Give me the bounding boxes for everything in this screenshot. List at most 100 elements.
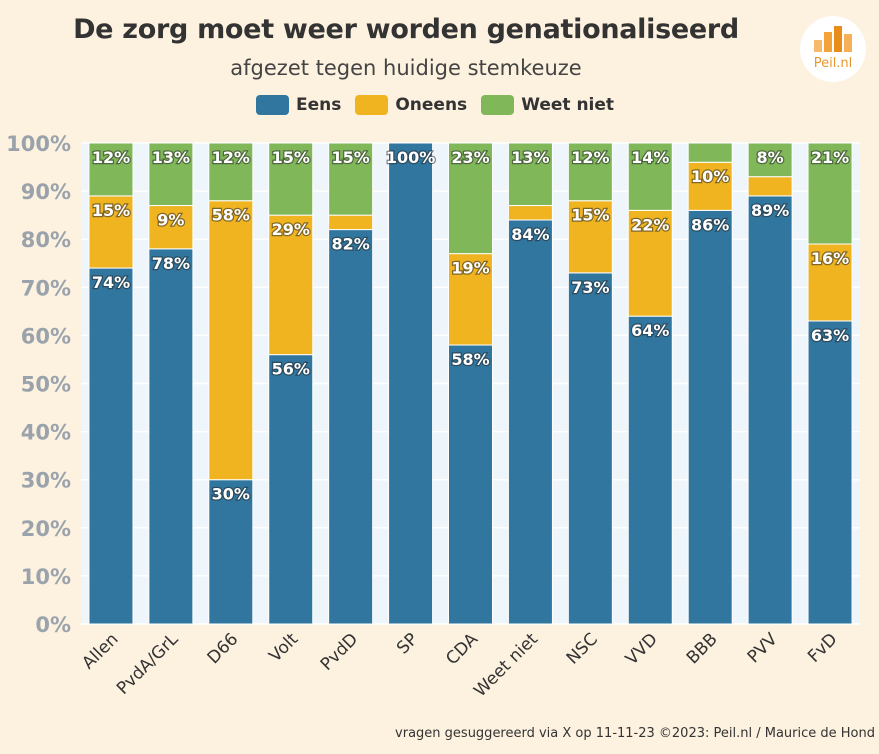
logo-text: Peil.nl bbox=[813, 56, 853, 71]
legend-item-oneens: Oneens bbox=[355, 95, 467, 115]
x-tick-label: CDA bbox=[442, 629, 482, 669]
bar-segment-oneens bbox=[807, 243, 853, 322]
bar-segment-eens bbox=[507, 219, 553, 625]
bar-segment-eens bbox=[448, 344, 493, 625]
bar-segment-oneens bbox=[448, 253, 493, 346]
data-label-eens: 89% bbox=[751, 201, 789, 220]
legend-item-weet-niet: Weet niet bbox=[481, 95, 614, 115]
bar-segment-weet-niet bbox=[328, 142, 374, 216]
data-label-weet-niet: 21% bbox=[811, 148, 849, 167]
data-label-oneens: 16% bbox=[811, 249, 849, 268]
bar-segment-oneens bbox=[328, 214, 374, 231]
legend-label-oneens: Oneens bbox=[395, 95, 468, 115]
data-label-weet-niet: 13% bbox=[152, 148, 190, 167]
data-label-oneens: 10% bbox=[691, 167, 729, 186]
bar-segment-weet-niet bbox=[627, 142, 673, 211]
bar-segment-eens bbox=[807, 320, 853, 625]
data-label-eens: 30% bbox=[212, 485, 250, 504]
x-tick-label: SP bbox=[393, 629, 422, 658]
bar-segment-eens bbox=[88, 267, 134, 625]
x-tick-label: PvdA/GrL bbox=[113, 629, 183, 699]
y-tick-label: 100% bbox=[6, 132, 71, 156]
y-tick-label: 70% bbox=[21, 276, 71, 300]
bar-segment-weet-niet bbox=[448, 142, 493, 255]
bar-segment-eens bbox=[747, 195, 793, 625]
y-tick-label: 80% bbox=[21, 228, 71, 252]
bar-segment-weet-niet bbox=[208, 142, 254, 202]
bar-segment-eens bbox=[268, 354, 314, 625]
bar-segment-weet-niet bbox=[88, 142, 134, 197]
x-tick-label: BBB bbox=[683, 629, 722, 668]
data-label-eens: 73% bbox=[571, 278, 609, 297]
data-label-weet-niet: 12% bbox=[212, 148, 250, 167]
legend-label-eens: Eens bbox=[295, 95, 342, 115]
x-tick-label: PVV bbox=[744, 629, 782, 667]
bar-segment-oneens bbox=[88, 195, 134, 269]
data-label-eens: 100% bbox=[386, 148, 435, 167]
x-tick-label: PvdD bbox=[317, 629, 362, 674]
y-tick-label: 50% bbox=[21, 373, 71, 397]
y-tick-label: 0% bbox=[35, 613, 71, 637]
y-tick-label: 10% bbox=[21, 565, 71, 589]
data-label-eens: 64% bbox=[631, 321, 669, 340]
data-label-eens: 84% bbox=[511, 225, 549, 244]
bar-segment-eens bbox=[208, 479, 254, 625]
data-label-weet-niet: 13% bbox=[511, 148, 549, 167]
bar-segment-weet-niet bbox=[507, 142, 553, 207]
legend-item-eens: Eens bbox=[255, 95, 342, 115]
x-tick-label: Allen bbox=[78, 629, 122, 673]
chart-title: De zorg moet weer worden genationaliseer… bbox=[73, 14, 739, 45]
x-tick-label: VVD bbox=[622, 629, 662, 669]
y-tick-label: 90% bbox=[21, 180, 71, 204]
legend-swatch-weet-niet bbox=[481, 95, 515, 115]
bar-segment-weet-niet bbox=[567, 142, 613, 202]
data-label-oneens: 9% bbox=[157, 211, 184, 230]
x-tick-label: D66 bbox=[204, 629, 243, 668]
bar-segment-eens bbox=[627, 315, 673, 625]
logo-bar-icon bbox=[824, 32, 832, 52]
x-tick-label: Weet niet bbox=[470, 629, 542, 701]
legend-label-weet-niet: Weet niet bbox=[521, 95, 615, 115]
bar-segment-eens bbox=[687, 209, 733, 625]
y-tick-label: 30% bbox=[21, 469, 71, 493]
data-label-weet-niet: 12% bbox=[571, 148, 609, 167]
data-label-weet-niet: 15% bbox=[332, 148, 370, 167]
bar-segment-weet-niet bbox=[268, 142, 314, 216]
data-label-oneens: 29% bbox=[272, 220, 310, 239]
data-label-oneens: 15% bbox=[571, 206, 609, 225]
bar-segment-weet-niet bbox=[747, 142, 793, 178]
data-label-oneens: 15% bbox=[92, 201, 130, 220]
logo-bar-icon bbox=[814, 40, 822, 52]
chart-subtitle: afgezet tegen huidige stemkeuze bbox=[230, 56, 582, 80]
y-tick-label: 60% bbox=[21, 324, 71, 348]
data-label-eens: 78% bbox=[152, 254, 190, 273]
bar-segment-oneens bbox=[268, 214, 314, 356]
data-label-weet-niet: 12% bbox=[92, 148, 130, 167]
data-label-oneens: 22% bbox=[631, 215, 669, 234]
data-label-eens: 58% bbox=[451, 350, 489, 369]
logo-bar-icon bbox=[834, 26, 842, 52]
bar-segment-weet-niet bbox=[807, 142, 853, 245]
bar-segment-oneens bbox=[148, 205, 194, 250]
data-label-eens: 63% bbox=[811, 326, 849, 345]
bar-segment-eens bbox=[567, 272, 613, 625]
y-tick-label: 20% bbox=[21, 517, 71, 541]
data-label-eens: 86% bbox=[691, 215, 729, 234]
bar-segment-weet-niet bbox=[148, 142, 194, 207]
footer-credit: vragen gesuggereerd via X op 11-11-23 ©2… bbox=[395, 726, 875, 741]
data-label-oneens: 19% bbox=[451, 259, 489, 278]
peil-logo: Peil.nl bbox=[800, 16, 866, 82]
legend-swatch-eens bbox=[255, 95, 289, 115]
data-label-weet-niet: 14% bbox=[631, 148, 669, 167]
x-tick-label: FvD bbox=[804, 629, 841, 666]
legend: Eens Oneens Weet niet bbox=[0, 95, 870, 115]
bar-segment-oneens bbox=[507, 205, 553, 221]
data-label-weet-niet: 15% bbox=[272, 148, 310, 167]
x-tick-label: Volt bbox=[265, 629, 302, 666]
bar-segment-eens bbox=[148, 248, 194, 625]
x-tick-label: NSC bbox=[563, 629, 602, 668]
data-label-eens: 74% bbox=[92, 273, 130, 292]
bar-segment-eens bbox=[328, 229, 374, 625]
logo-bar-icon bbox=[844, 34, 852, 52]
